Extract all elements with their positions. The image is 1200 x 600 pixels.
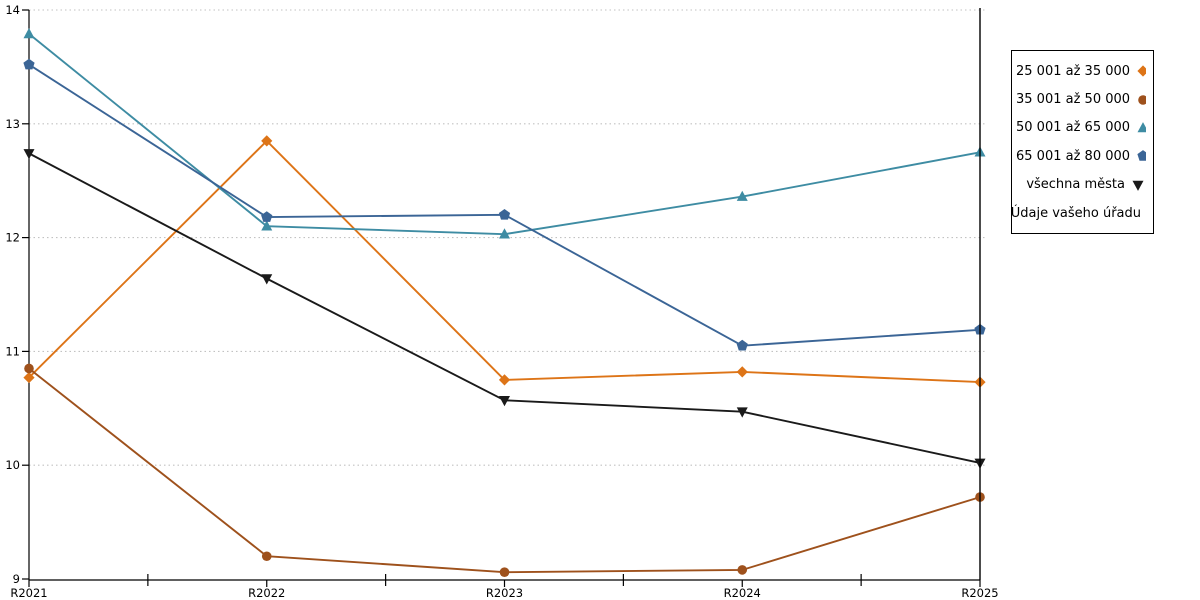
- x-tick-label: R2023: [486, 586, 523, 600]
- legend-label: 35 001 až 50 000: [1016, 92, 1131, 108]
- triangle-up-marker: [261, 220, 273, 231]
- x-tick-label: R2024: [724, 586, 761, 600]
- triangle-down-marker: [736, 407, 748, 418]
- triangle-up-marker: [736, 190, 748, 201]
- legend-label: 50 001 až 65 000: [1016, 120, 1131, 136]
- legend-diamond-icon: [1137, 65, 1146, 77]
- legend-label: 65 001 až 80 000: [1016, 148, 1131, 164]
- circle-marker: [1138, 94, 1146, 105]
- series-1: [24, 363, 985, 577]
- series-line: [28, 63, 981, 347]
- circle-marker: [261, 551, 272, 562]
- legend-item-2: 50 001 až 65 000: [1016, 114, 1146, 142]
- pentagon-marker: [498, 208, 511, 220]
- pentagon-marker: [1137, 150, 1146, 162]
- triangle-up-marker: [499, 228, 510, 239]
- y-tick-label: 11: [5, 344, 20, 358]
- triangle-up-marker: [23, 27, 35, 39]
- circle-marker: [499, 567, 510, 577]
- series-2: [23, 27, 986, 239]
- diamond-marker: [736, 366, 748, 378]
- legend-item-5: Údaje vašeho úřadu: [1011, 199, 1146, 227]
- legend-item-3: 65 001 až 80 000: [1016, 142, 1146, 170]
- diamond-marker: [261, 135, 273, 147]
- triangle-down-marker: [23, 149, 35, 160]
- diamond-marker: [1137, 65, 1146, 77]
- circle-marker: [737, 565, 748, 575]
- axes: 9 10 11 12 13 14 R2021 R2022 R2023 R2024 R2025: [5, 3, 998, 600]
- series-3: [23, 58, 986, 351]
- y-tick-label: 12: [5, 231, 20, 245]
- pentagon-marker: [23, 58, 35, 70]
- legend-label: 25 001 až 35 000: [1016, 63, 1131, 79]
- x-tick-label: R2022: [248, 586, 285, 600]
- series-line: [28, 33, 981, 236]
- legend-circle-icon: [1138, 94, 1146, 105]
- triangle-down-marker: [261, 274, 273, 285]
- triangle-up-marker: [1137, 122, 1146, 133]
- circle-marker: [24, 363, 34, 374]
- x-tick-label: R2021: [10, 586, 47, 600]
- legend-label: Údaje vašeho úřadu: [1010, 205, 1141, 221]
- legend-item-1: 35 001 až 50 000: [1016, 85, 1146, 113]
- y-tick-label: 14: [5, 3, 20, 17]
- diamond-marker: [23, 371, 35, 384]
- legend-triangle-down-icon: [1132, 180, 1144, 191]
- y-tick-label: 13: [5, 117, 20, 131]
- series-line: [28, 152, 981, 464]
- series-line: [28, 139, 981, 384]
- legend-triangle-up-icon: [1137, 122, 1146, 133]
- triangle-down-marker: [1132, 180, 1144, 191]
- pentagon-marker: [736, 339, 748, 351]
- diamond-marker: [498, 374, 511, 386]
- legend-label: všechna města: [1026, 177, 1125, 193]
- y-tick-label: 9: [13, 572, 20, 586]
- series-0: [23, 135, 986, 388]
- legend-item-4: všechna města: [1016, 171, 1146, 199]
- legend-item-0: 25 001 až 35 000: [1016, 57, 1146, 85]
- pentagon-marker: [261, 211, 273, 222]
- legend-pentagon-icon: [1137, 150, 1146, 162]
- triangle-down-marker: [499, 396, 510, 407]
- y-tick-label: 10: [5, 458, 20, 472]
- legend: 25 001 až 35 000 35 001 až 50 000 50 001 a…: [1011, 50, 1154, 235]
- x-tick-label: R2025: [961, 586, 998, 600]
- series-4: [23, 149, 986, 469]
